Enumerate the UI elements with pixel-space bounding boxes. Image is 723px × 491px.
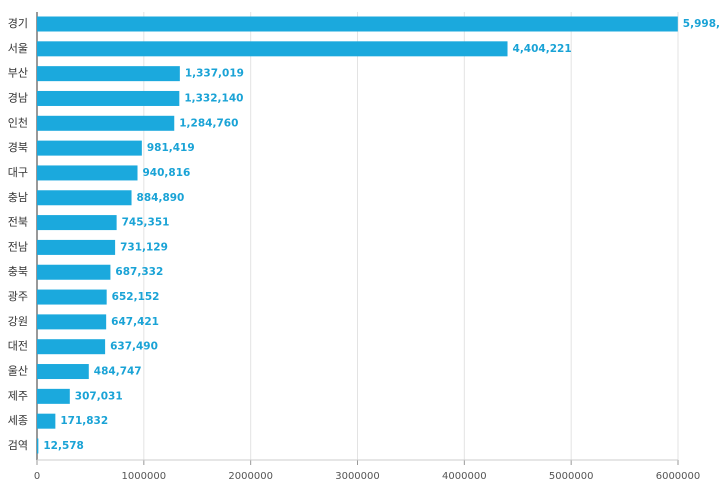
value-label: 731,129 [120, 241, 168, 253]
value-label: 484,747 [94, 366, 142, 378]
y-tick-label: 대구 [8, 166, 28, 179]
bar [37, 388, 70, 404]
x-tick-label: 0 [34, 471, 40, 482]
value-label: 687,332 [115, 266, 163, 278]
y-tick-label: 경북 [8, 141, 28, 154]
bar [37, 90, 180, 106]
y-tick-label: 세종 [8, 414, 28, 427]
x-tick-label: 2000000 [228, 471, 273, 482]
value-label: 12,578 [43, 440, 84, 452]
value-label: 307,031 [75, 390, 123, 402]
y-tick-label: 제주 [8, 389, 28, 402]
y-tick-label: 전남 [8, 240, 28, 253]
x-tick-label: 3000000 [335, 471, 380, 482]
bar [37, 165, 138, 181]
value-label: 1,284,760 [179, 117, 238, 129]
bar [37, 413, 56, 429]
value-label: 1,332,140 [184, 92, 243, 104]
x-tick-label: 6000000 [656, 471, 701, 482]
y-tick-label: 경기 [8, 17, 28, 30]
y-tick-label: 울산 [8, 365, 28, 378]
y-tick-label: 인천 [8, 115, 28, 129]
y-tick-label: 대전 [8, 340, 28, 353]
bar [37, 314, 107, 330]
bar [37, 215, 117, 231]
bar [37, 140, 142, 156]
y-tick-label: 충북 [8, 265, 28, 278]
y-tick-label: 부산 [8, 67, 28, 80]
y-tick-label: 충남 [8, 191, 28, 204]
value-label: 981,419 [147, 142, 195, 154]
y-tick-label: 전북 [8, 216, 28, 229]
value-label: 1,337,019 [185, 68, 244, 80]
y-tick-label: 경남 [8, 91, 28, 104]
bar [37, 66, 180, 82]
x-tick-label: 4000000 [442, 471, 487, 482]
value-label: 940,816 [143, 167, 191, 179]
value-label: 637,490 [110, 341, 158, 353]
bar [37, 264, 111, 280]
bar [37, 41, 508, 57]
value-label: 884,890 [137, 192, 185, 204]
x-tick-label: 1000000 [122, 471, 167, 482]
bar [37, 190, 132, 206]
value-label: 652,152 [112, 291, 160, 303]
value-label: 745,351 [122, 217, 170, 229]
bar [37, 115, 175, 131]
y-tick-label: 강원 [8, 315, 28, 328]
bar [37, 239, 116, 255]
bar [37, 339, 106, 355]
bar [37, 16, 678, 32]
y-tick-label: 검역 [8, 439, 28, 452]
value-label: 4,404,221 [513, 43, 572, 55]
y-tick-label: 서울 [8, 42, 28, 55]
x-tick-label: 5000000 [549, 471, 594, 482]
value-label: 171,832 [60, 415, 108, 427]
bar [37, 438, 39, 454]
bar [37, 289, 107, 305]
value-label: 5,998, [683, 18, 720, 30]
bar [37, 364, 89, 380]
y-tick-label: 광주 [8, 290, 28, 303]
value-label: 647,421 [111, 316, 159, 328]
